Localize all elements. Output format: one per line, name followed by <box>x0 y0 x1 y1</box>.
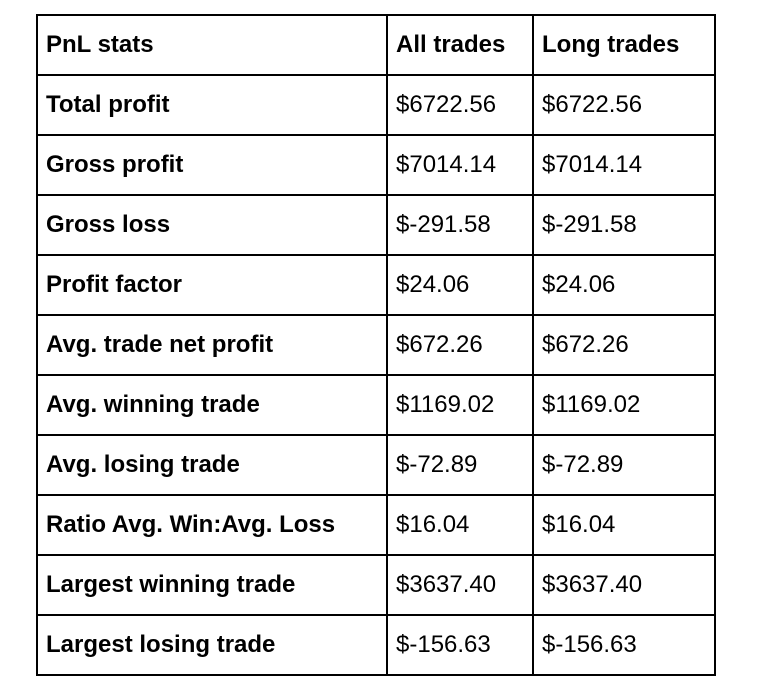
table-row: Avg. trade net profit $672.26 $672.26 <box>36 314 716 376</box>
table-row: Total profit $6722.56 $6722.56 <box>36 74 716 136</box>
header-all-trades: All trades <box>386 14 534 76</box>
row-label: Avg. winning trade <box>36 374 388 436</box>
pnl-stats-table-container: PnL stats All trades Long trades Total p… <box>36 14 716 676</box>
table-header-row: PnL stats All trades Long trades <box>36 14 716 76</box>
header-long-trades: Long trades <box>532 14 716 76</box>
row-label: Gross profit <box>36 134 388 196</box>
table-row: Gross loss $-291.58 $-291.58 <box>36 194 716 256</box>
long-trades-value: $-156.63 <box>532 614 716 676</box>
all-trades-value: $-72.89 <box>386 434 534 496</box>
all-trades-value: $1169.02 <box>386 374 534 436</box>
row-label: Total profit <box>36 74 388 136</box>
table-row: Profit factor $24.06 $24.06 <box>36 254 716 316</box>
all-trades-value: $672.26 <box>386 314 534 376</box>
row-label: Largest losing trade <box>36 614 388 676</box>
all-trades-value: $7014.14 <box>386 134 534 196</box>
table-row: Gross profit $7014.14 $7014.14 <box>36 134 716 196</box>
long-trades-value: $1169.02 <box>532 374 716 436</box>
row-label: Avg. trade net profit <box>36 314 388 376</box>
table-row: Largest losing trade $-156.63 $-156.63 <box>36 614 716 676</box>
row-label: Gross loss <box>36 194 388 256</box>
long-trades-value: $3637.40 <box>532 554 716 616</box>
table-row: Avg. losing trade $-72.89 $-72.89 <box>36 434 716 496</box>
long-trades-value: $-72.89 <box>532 434 716 496</box>
all-trades-value: $6722.56 <box>386 74 534 136</box>
row-label: Avg. losing trade <box>36 434 388 496</box>
pnl-stats-table: PnL stats All trades Long trades Total p… <box>36 14 716 676</box>
all-trades-value: $16.04 <box>386 494 534 556</box>
long-trades-value: $6722.56 <box>532 74 716 136</box>
long-trades-value: $16.04 <box>532 494 716 556</box>
table-row: Ratio Avg. Win:Avg. Loss $16.04 $16.04 <box>36 494 716 556</box>
all-trades-value: $-291.58 <box>386 194 534 256</box>
long-trades-value: $-291.58 <box>532 194 716 256</box>
all-trades-value: $3637.40 <box>386 554 534 616</box>
long-trades-value: $24.06 <box>532 254 716 316</box>
row-label: Ratio Avg. Win:Avg. Loss <box>36 494 388 556</box>
long-trades-value: $672.26 <box>532 314 716 376</box>
header-pnl-stats: PnL stats <box>36 14 388 76</box>
row-label: Profit factor <box>36 254 388 316</box>
table-row: Largest winning trade $3637.40 $3637.40 <box>36 554 716 616</box>
all-trades-value: $-156.63 <box>386 614 534 676</box>
all-trades-value: $24.06 <box>386 254 534 316</box>
row-label: Largest winning trade <box>36 554 388 616</box>
table-row: Avg. winning trade $1169.02 $1169.02 <box>36 374 716 436</box>
long-trades-value: $7014.14 <box>532 134 716 196</box>
